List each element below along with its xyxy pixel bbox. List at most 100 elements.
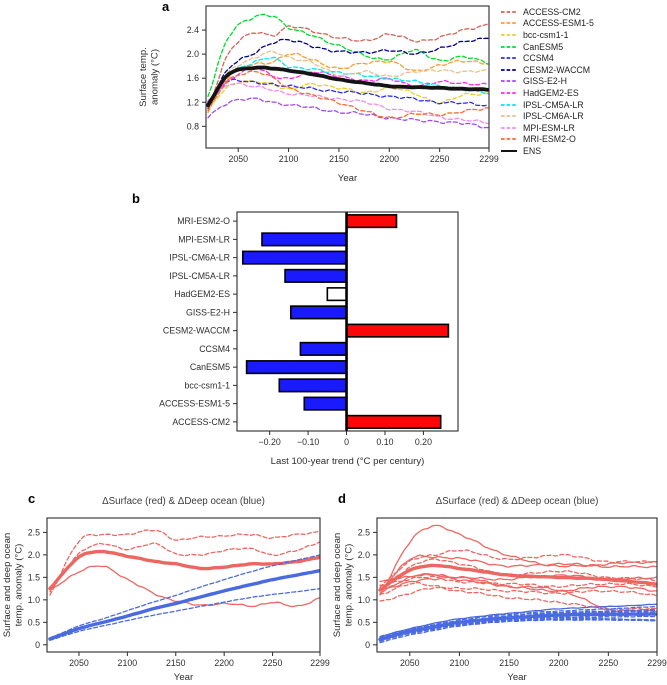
svg-text:1.0: 1.0 xyxy=(358,595,370,605)
svg-text:GISS-E2-H: GISS-E2-H xyxy=(186,307,230,317)
svg-text:1.2: 1.2 xyxy=(187,97,199,107)
svg-text:2050: 2050 xyxy=(228,154,248,164)
legend-item: ENS xyxy=(501,145,667,157)
svg-text:1.0: 1.0 xyxy=(28,595,40,605)
legend-dashed-line-swatch xyxy=(501,92,517,94)
panel-d-chart: 2050 2100 2150 2200 2250 2299 0 0.5 1.0 1.5 2.0 2.5… xyxy=(333,517,667,683)
legend-item: bcc-csm1-1 xyxy=(501,29,667,41)
svg-text:2.5: 2.5 xyxy=(358,527,370,537)
legend-item: GISS-E2-H xyxy=(501,76,667,88)
panel-label-b: b xyxy=(132,191,140,206)
svg-text:2250: 2250 xyxy=(263,658,283,668)
legend-label: CCSM4 xyxy=(523,53,554,64)
svg-text:anomaly (°C): anomaly (°C) xyxy=(150,49,161,105)
svg-text:Last 100-year trend (°C per ce: Last 100-year trend (°C per century) xyxy=(271,456,425,467)
svg-text:1.6: 1.6 xyxy=(187,73,199,83)
svg-text:CESM2-WACCM: CESM2-WACCM xyxy=(163,326,230,336)
legend-item: IPSL-CM6A-LR xyxy=(501,110,667,122)
svg-text:2100: 2100 xyxy=(118,658,138,668)
svg-text:HadGEM2-ES: HadGEM2-ES xyxy=(174,289,230,299)
legend-label: IPSL-CM5A-LR xyxy=(523,99,584,110)
svg-text:Surface temp.: Surface temp. xyxy=(138,47,149,107)
svg-text:2150: 2150 xyxy=(329,154,349,164)
svg-text:2299: 2299 xyxy=(647,658,667,668)
svg-text:temp. anomaly (°C): temp. anomaly (°C) xyxy=(344,544,355,627)
svg-text:IPSL-CM5A-LR: IPSL-CM5A-LR xyxy=(169,271,230,281)
legend-label: bcc-csm1-1 xyxy=(523,29,569,40)
svg-text:2100: 2100 xyxy=(450,658,470,668)
legend-item: MRI-ESM2-O xyxy=(501,134,667,146)
panel-a-legend: ACCESS-CM2 ACCESS-ESM1-5 bcc-csm1-1 CanESM5… xyxy=(501,6,667,157)
legend-item: ACCESS-CM2 xyxy=(501,6,667,18)
svg-text:−0.20: −0.20 xyxy=(259,437,281,447)
panel-c-title: ΔSurface (red) & ΔDeep ocean (blue) xyxy=(102,496,265,507)
legend-item: CCSM4 xyxy=(501,52,667,64)
legend-label: CanESM5 xyxy=(523,41,564,52)
svg-text:0.5: 0.5 xyxy=(358,617,370,627)
svg-text:MPI-ESM-LR: MPI-ESM-LR xyxy=(178,234,230,244)
legend-label: MPI-ESM-LR xyxy=(523,122,575,133)
legend-dashed-line-swatch xyxy=(501,68,517,71)
svg-text:2200: 2200 xyxy=(549,658,569,668)
panel-a-chart: 2050 2100 2150 2200 2250 2299 0.8 1.2 1.6 2.0 2.4 Y… xyxy=(138,5,499,184)
svg-text:−0.10: −0.10 xyxy=(297,437,319,447)
legend-dashed-line-swatch xyxy=(501,103,517,106)
legend-dashed-line-swatch xyxy=(501,138,517,141)
legend-label: MRI-ESM2-O xyxy=(523,134,576,145)
svg-text:ACCESS-ESM1-5: ACCESS-ESM1-5 xyxy=(159,399,230,409)
panel-b-chart: −0.20 −0.10 0 0.10 0.20 MRI-ESM2-O MPI-ESM-LR I… xyxy=(159,211,459,467)
legend-dashed-line-swatch xyxy=(501,45,517,48)
panel-c-chart: 2050 2100 2150 2200 2250 2299 0 0.5 1.0 1.5 2.0 2.5… xyxy=(2,517,330,683)
svg-text:1.5: 1.5 xyxy=(358,572,370,582)
svg-text:CCSM4: CCSM4 xyxy=(199,344,230,354)
svg-text:2200: 2200 xyxy=(214,658,234,668)
svg-text:Surface and deep ocean: Surface and deep ocean xyxy=(2,533,13,638)
svg-text:2050: 2050 xyxy=(400,658,420,668)
svg-text:Year: Year xyxy=(507,672,527,683)
svg-text:0.20: 0.20 xyxy=(415,437,432,447)
svg-text:2.0: 2.0 xyxy=(28,550,40,560)
svg-text:0.10: 0.10 xyxy=(376,437,393,447)
svg-text:Year: Year xyxy=(174,672,194,683)
panel-label-c: c xyxy=(28,491,36,506)
svg-text:2250: 2250 xyxy=(599,658,619,668)
svg-text:MRI-ESM2-O: MRI-ESM2-O xyxy=(177,216,230,226)
legend-item: CESM2-WACCM xyxy=(501,64,667,76)
svg-text:bcc-csm1-1: bcc-csm1-1 xyxy=(185,380,231,390)
svg-text:Year: Year xyxy=(338,173,358,184)
legend-dashed-line-swatch xyxy=(501,34,517,36)
svg-text:temp. anomaly (°C): temp. anomaly (°C) xyxy=(14,544,25,627)
panel-label-d: d xyxy=(338,491,346,506)
panel-label-a: a xyxy=(162,0,170,14)
legend-label: ENS xyxy=(523,145,542,156)
legend-item: MPI-ESM-LR xyxy=(501,122,667,134)
legend-dashed-line-swatch xyxy=(501,57,517,60)
legend-dashed-line-swatch xyxy=(501,115,517,117)
panel-d-title: ΔSurface (red) & ΔDeep ocean (blue) xyxy=(435,496,599,507)
svg-text:2.5: 2.5 xyxy=(28,527,40,537)
legend-dashed-line-swatch xyxy=(501,126,517,129)
legend-item: CanESM5 xyxy=(501,41,667,53)
legend-label: ACCESS-CM2 xyxy=(523,6,581,17)
svg-text:2150: 2150 xyxy=(499,658,519,668)
svg-text:2050: 2050 xyxy=(69,658,89,668)
legend-item: IPSL-CM5A-LR xyxy=(501,99,667,111)
legend-dashed-line-swatch xyxy=(501,10,517,13)
svg-text:2200: 2200 xyxy=(380,154,400,164)
svg-text:IPSL-CM6A-LR: IPSL-CM6A-LR xyxy=(169,253,230,263)
svg-text:2.0: 2.0 xyxy=(358,550,370,560)
legend-solid-line-swatch xyxy=(501,149,517,152)
legend-dashed-line-swatch xyxy=(501,80,517,83)
svg-text:2299: 2299 xyxy=(479,154,499,164)
legend-label: IPSL-CM6A-LR xyxy=(523,111,584,122)
legend-label: HadGEM2-ES xyxy=(523,87,579,98)
svg-text:CanESM5: CanESM5 xyxy=(190,362,230,372)
svg-text:2250: 2250 xyxy=(430,154,450,164)
svg-text:1.5: 1.5 xyxy=(28,572,40,582)
svg-text:2100: 2100 xyxy=(279,154,299,164)
svg-text:2150: 2150 xyxy=(166,658,186,668)
legend-label: ACCESS-ESM1-5 xyxy=(523,18,594,29)
svg-text:0: 0 xyxy=(35,640,40,650)
svg-text:ACCESS-CM2: ACCESS-CM2 xyxy=(172,417,230,427)
